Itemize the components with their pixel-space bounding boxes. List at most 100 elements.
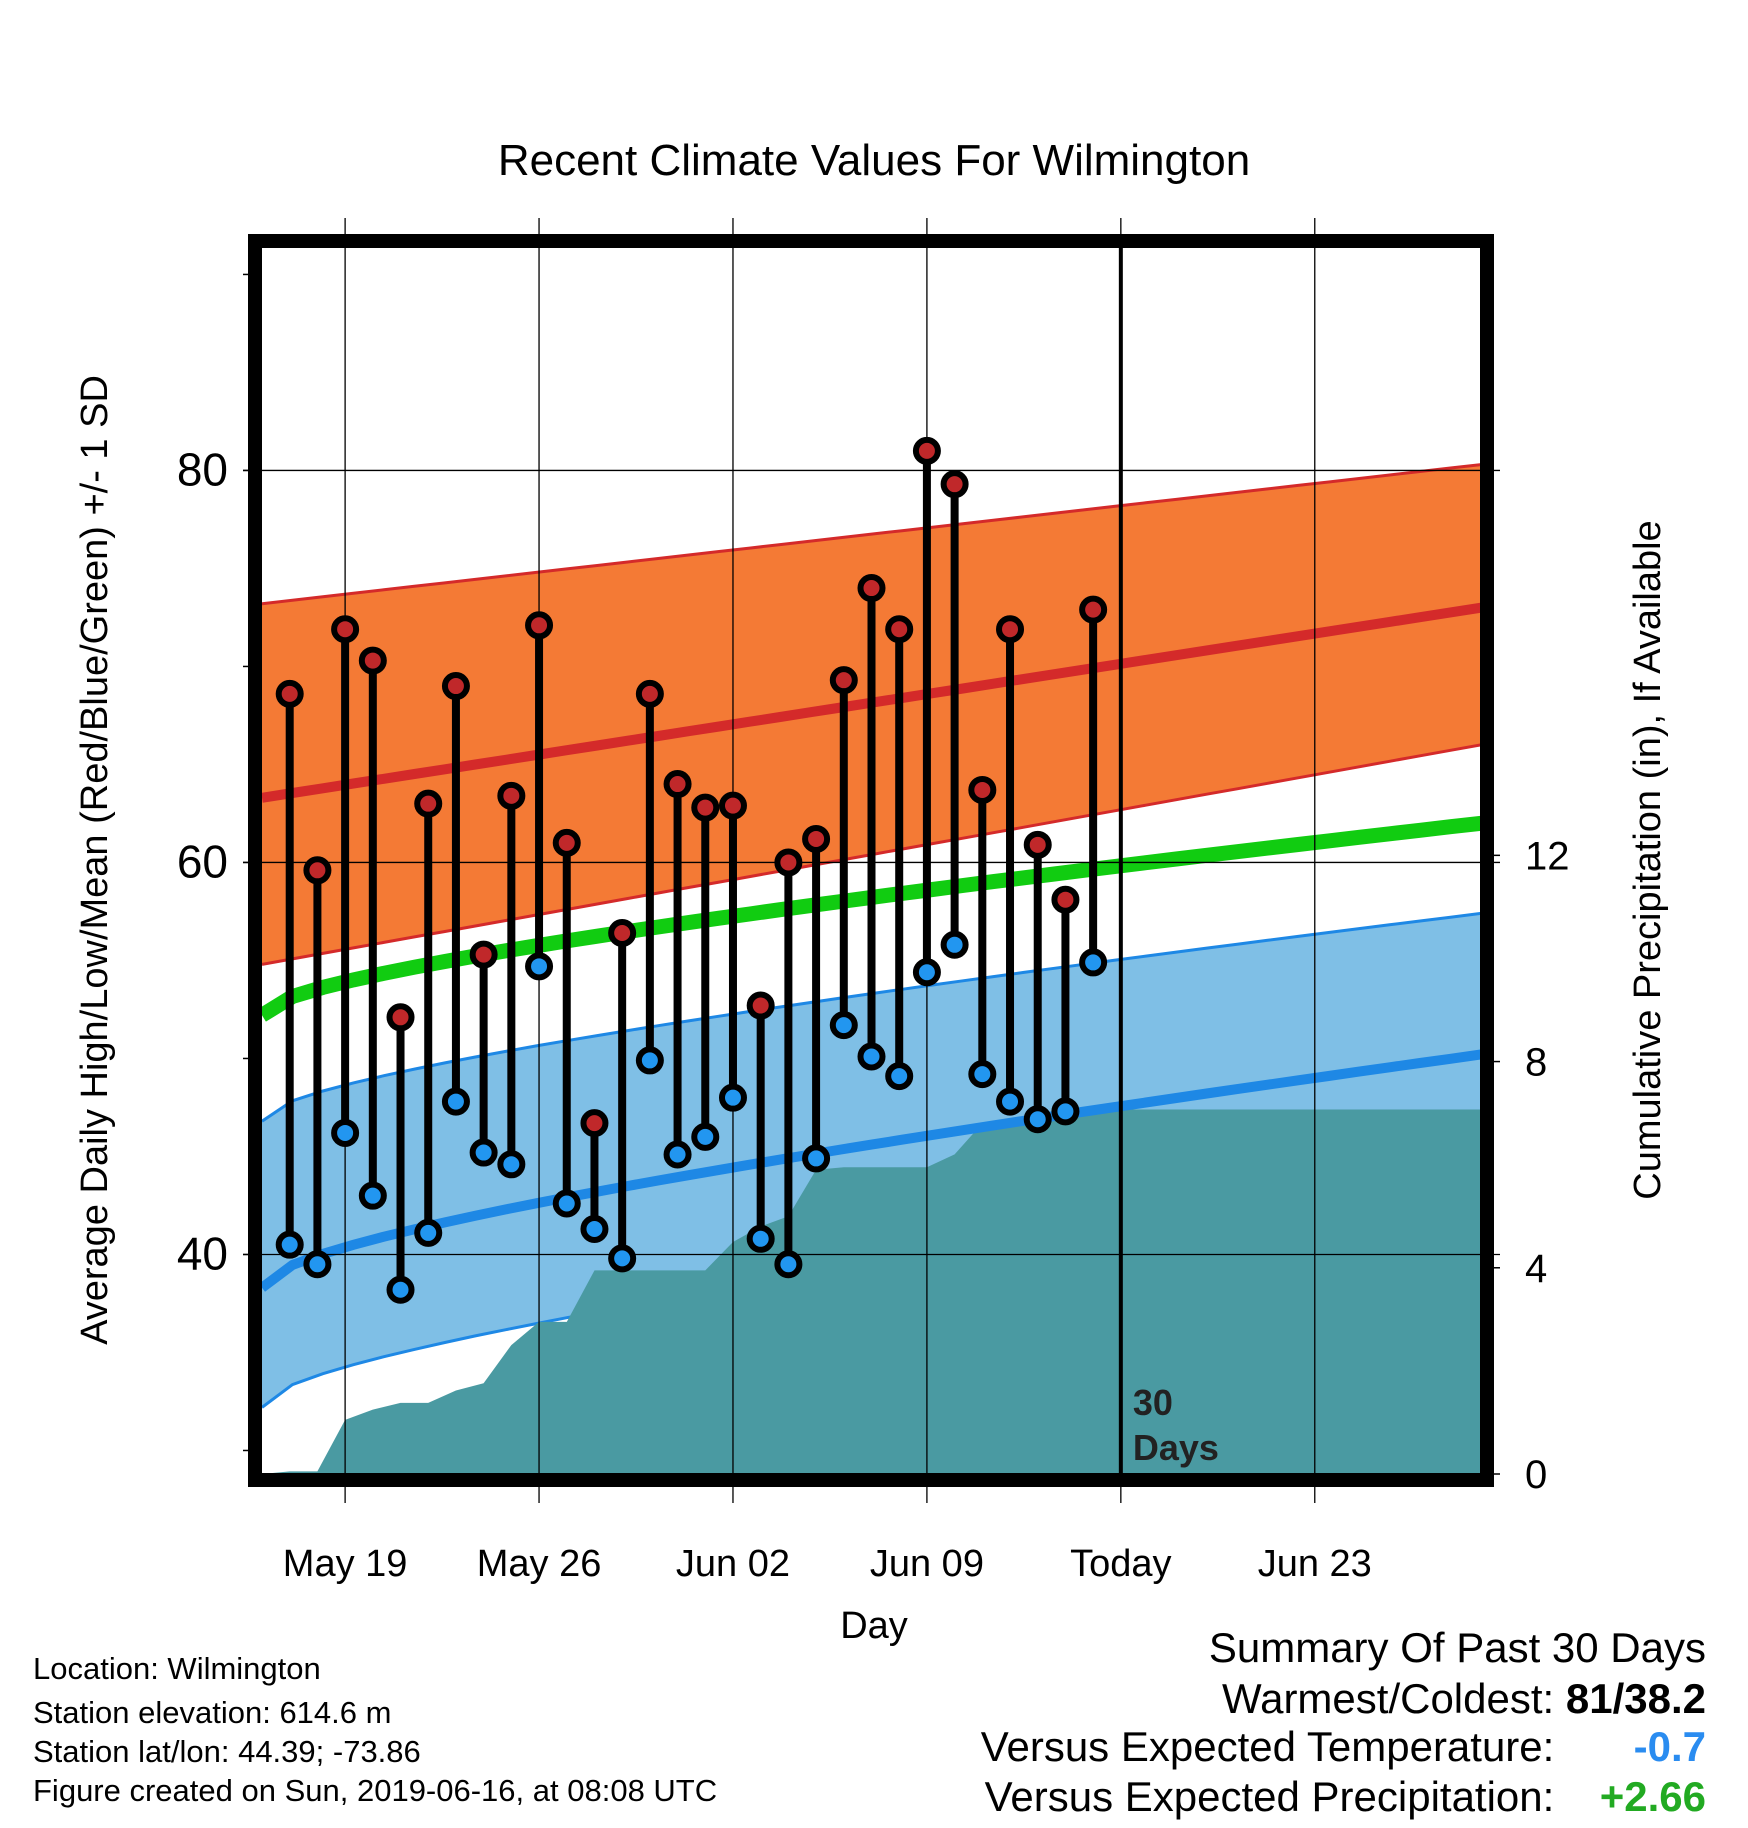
daily-high-point	[829, 666, 858, 695]
daily-low-point	[1023, 1105, 1052, 1134]
x-tick-label: Today	[1070, 1543, 1171, 1585]
daily-low-point	[580, 1214, 609, 1243]
daily-low-point	[940, 930, 969, 959]
daily-low-point	[303, 1250, 332, 1279]
x-tick-label: May 19	[283, 1543, 408, 1585]
daily-high-point	[996, 615, 1025, 644]
daily-high-point	[968, 775, 997, 804]
daily-high-point	[608, 919, 637, 948]
daily-low-point	[663, 1140, 692, 1169]
daily-high-point	[386, 1003, 415, 1032]
daily-low-point	[1051, 1097, 1080, 1126]
daily-low-point	[331, 1118, 360, 1147]
daily-low-point	[912, 958, 941, 987]
today-window-label: Days	[1133, 1427, 1219, 1468]
daily-high-point	[525, 611, 554, 640]
daily-high-point	[358, 646, 387, 675]
daily-low-point	[414, 1218, 443, 1247]
daily-high-point	[414, 789, 443, 818]
daily-high-point	[1051, 885, 1080, 914]
footer-location: Location: Wilmington	[33, 1651, 321, 1686]
daily-low-point	[829, 1011, 858, 1040]
footer-created: Figure created on Sun, 2019-06-16, at 08…	[33, 1773, 718, 1808]
today-window-label: 30	[1133, 1382, 1173, 1423]
daily-low-point	[275, 1230, 304, 1259]
daily-low-point	[996, 1087, 1025, 1116]
y-tick-label: 40	[177, 1227, 228, 1279]
daily-high-point	[580, 1109, 609, 1138]
daily-high-point	[303, 856, 332, 885]
precip-departure-label: Versus Expected Precipitation:	[984, 1773, 1555, 1820]
daily-low-point	[1079, 948, 1108, 977]
daily-high-point	[1079, 595, 1108, 624]
x-tick-label: Jun 09	[870, 1543, 984, 1585]
y2-tick-label: 8	[1525, 1041, 1547, 1085]
summary-temperature: Versus Expected Temperature: -0.7	[981, 1726, 1706, 1768]
x-tick-label: May 26	[477, 1543, 602, 1585]
plot-frame	[248, 234, 1494, 1487]
daily-high-point	[746, 991, 775, 1020]
high-upper-edge	[262, 463, 1481, 606]
daily-low-point	[857, 1042, 886, 1071]
summary-heading: Summary Of Past 30 Days	[1208, 1624, 1706, 1671]
daily-high-point	[774, 848, 803, 877]
daily-low-point	[525, 952, 554, 981]
daily-high-point	[940, 470, 969, 499]
x-axis-label: Day	[840, 1605, 908, 1647]
daily-low-point	[497, 1150, 526, 1179]
y-axis-label: Average Daily High/Low/Mean (Red/Blue/Gr…	[74, 375, 116, 1345]
daily-low-point	[774, 1250, 803, 1279]
daily-high-point	[802, 824, 831, 853]
daily-high-point	[857, 574, 886, 603]
daily-low-point	[608, 1244, 637, 1273]
daily-low-point	[635, 1046, 664, 1075]
y-tick-label: 80	[177, 443, 228, 495]
daily-high-point	[552, 828, 581, 857]
x-tick-label: Jun 23	[1258, 1543, 1372, 1585]
x-tick-label: Jun 02	[676, 1543, 790, 1585]
daily-low-point	[746, 1224, 775, 1253]
temp-departure-label: Versus Expected Temperature:	[980, 1723, 1555, 1770]
daily-high-point	[497, 781, 526, 810]
warmest-coldest-label: Warmest/Coldest:	[1222, 1675, 1555, 1722]
cumulative-precip-area	[262, 1109, 1481, 1474]
temp-departure-value: -0.7	[1633, 1723, 1706, 1770]
daily-high-point	[469, 940, 498, 969]
warmest-coldest-value: 81/38.2	[1565, 1675, 1706, 1722]
daily-high-point	[663, 770, 692, 799]
daily-low-point	[358, 1181, 387, 1210]
daily-high-point	[331, 615, 360, 644]
daily-low-point	[885, 1062, 914, 1091]
daily-low-point	[691, 1122, 720, 1151]
daily-low-point	[718, 1083, 747, 1112]
daily-high-point	[275, 679, 304, 708]
daily-low-point	[386, 1275, 415, 1304]
y2-tick-label: 12	[1525, 834, 1570, 878]
y2-tick-label: 0	[1525, 1453, 1547, 1497]
daily-low-point	[802, 1144, 831, 1173]
daily-high-point	[635, 679, 664, 708]
footer-latlon: Station lat/lon: 44.39; -73.86	[33, 1734, 421, 1769]
daily-high-point	[885, 615, 914, 644]
daily-high-point	[1023, 830, 1052, 859]
footer-elevation: Station elevation: 614.6 m	[33, 1695, 392, 1730]
daily-low-point	[968, 1060, 997, 1089]
low-sd-band	[262, 913, 1481, 1408]
y2-axis-label: Cumulative Precipitation (in), If Availa…	[1627, 520, 1669, 1199]
y2-tick-label: 4	[1525, 1247, 1547, 1291]
daily-low-point	[552, 1189, 581, 1218]
daily-high-point	[912, 436, 941, 465]
precip-departure-value: +2.66	[1599, 1773, 1706, 1820]
daily-low-point	[441, 1087, 470, 1116]
daily-high-point	[691, 793, 720, 822]
y-tick-label: 60	[177, 835, 228, 887]
daily-high-point	[718, 791, 747, 820]
chart-title: Recent Climate Values For Wilmington	[498, 136, 1250, 185]
summary-precipitation: Versus Expected Precipitation: +2.66	[985, 1776, 1706, 1818]
daily-high-point	[441, 672, 470, 701]
summary-warmest-coldest: Warmest/Coldest: 81/38.2	[1222, 1678, 1706, 1720]
axes-layer: 40 60 80 0 4 8 12 May 19 May 26 Jun 02 Jun 09 Today…	[177, 234, 1570, 1585]
daily-low-point	[469, 1138, 498, 1167]
